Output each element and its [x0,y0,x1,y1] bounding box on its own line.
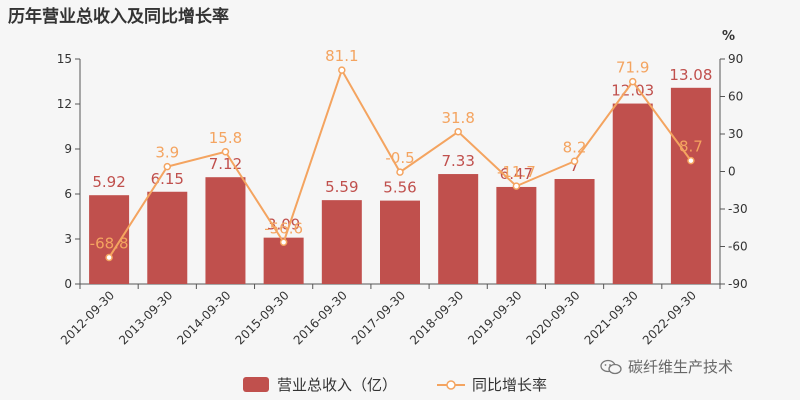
line-point [512,182,521,190]
line-point [221,148,230,156]
bar [438,174,479,284]
bar [89,195,130,284]
line-point [105,253,113,262]
bar-value-label: 5.92 [92,173,125,191]
bar [670,87,711,284]
line-point [628,77,637,86]
legend-bar-label: 营业总收入（亿） [277,376,397,394]
line-value-label: 71.9 [616,59,649,77]
y-left-tick-label: 3 [64,232,72,246]
y-right-tick-label: -60 [728,240,748,254]
y-right-tick-label: 0 [728,165,736,179]
line-value-label: -0.5 [385,149,414,167]
bar [147,191,188,284]
y-left-tick-label: 0 [64,277,72,291]
line-point [687,156,695,165]
line-value-label: -56.6 [264,219,303,237]
bar [554,179,595,284]
y-right-tick-label: 90 [728,52,743,66]
bar-value-label: 5.56 [383,179,416,197]
x-tick-label: 2022-09-30 [640,288,699,347]
line-value-label: 31.8 [441,109,474,127]
line-point [454,128,462,136]
x-tick-label: 2015-09-30 [233,288,292,347]
line-point [163,162,172,171]
line-point [338,66,346,74]
legend-line-label: 同比增长率 [472,376,547,394]
x-tick-label: 2018-09-30 [407,288,466,347]
bar-value-label: 13.08 [669,66,712,84]
legend-bar-swatch [243,377,269,392]
chart-title: 历年营业总收入及同比增长率 [8,7,229,27]
y-right-tick-label: -90 [728,277,748,291]
line-value-label: 81.1 [325,47,358,65]
line-value-label: -11.7 [497,163,536,181]
bar-value-label: 7 [570,157,580,175]
legend-line-marker [446,380,456,390]
bar-value-label: 6.15 [151,170,184,188]
bar [321,200,362,284]
x-tick-label: 2016-09-30 [291,288,350,347]
x-tick-label: 2020-09-30 [523,288,582,347]
y-left-tick-label: 15 [57,52,72,66]
watermark-text: 碳纤维生产技术 [628,358,734,376]
line-value-label: 3.9 [155,144,179,162]
x-tick-label: 2019-09-30 [465,288,524,347]
x-tick-label: 2017-09-30 [349,288,408,347]
line-value-label: 8.7 [679,138,703,156]
x-tick-label: 2014-09-30 [174,288,233,347]
y-right-unit-label: % [722,29,735,44]
bar [205,177,246,284]
bar [496,186,537,284]
x-tick-label: 2012-09-30 [58,288,117,347]
y-left-tick-label: 12 [57,97,72,111]
bar [380,200,420,284]
watermark: 碳纤维生产技术 [600,356,733,377]
line-point [396,168,404,176]
bar-value-label: 7.12 [209,155,242,173]
line-point [279,238,288,246]
y-right-tick-label: 30 [728,127,743,141]
y-left-tick-label: 6 [64,187,72,201]
y-left-tick-label: 9 [64,142,72,156]
y-right-tick-label: 60 [728,90,743,104]
x-tick-label: 2021-09-30 [582,288,641,347]
wechat-icon [600,359,622,374]
line-value-label: 8.2 [563,138,587,156]
line-value-label: 15.8 [209,129,242,147]
bar-value-label: 5.59 [325,178,358,196]
bar-value-label: 7.33 [441,152,474,170]
line-point [570,157,579,165]
x-tick-label: 2013-09-30 [116,288,175,347]
line-value-label: -68.8 [90,235,129,253]
y-right-tick-label: -30 [728,202,748,216]
bar [612,103,653,284]
